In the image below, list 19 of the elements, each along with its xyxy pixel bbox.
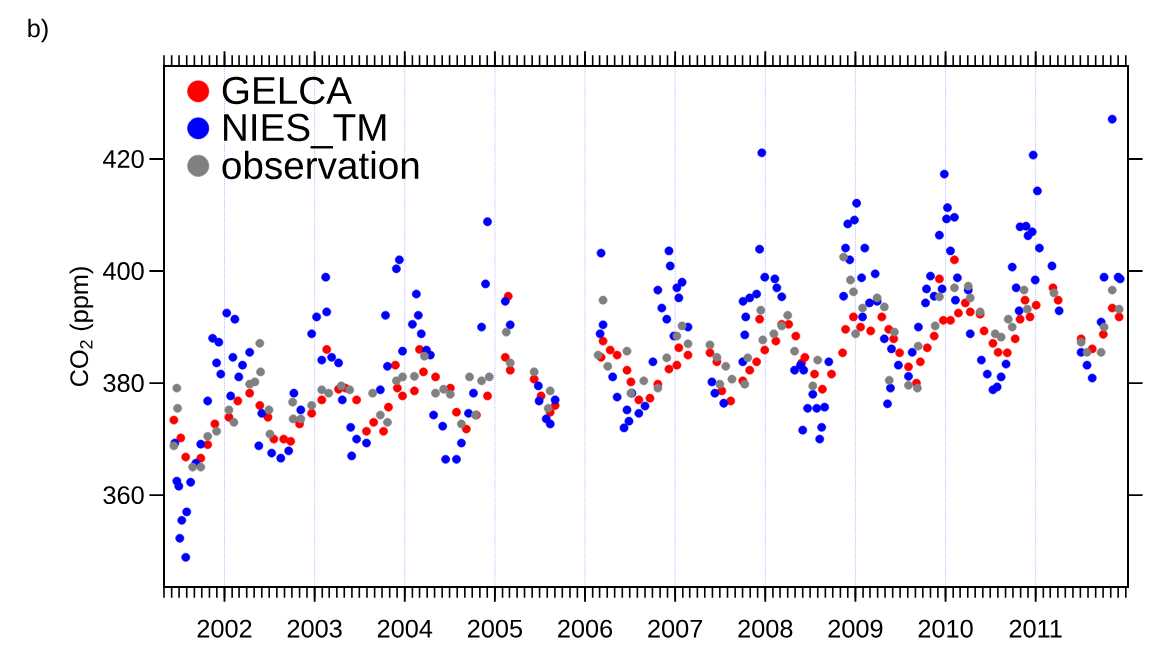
legend-label: NIES_TM <box>224 113 386 149</box>
y-tick-label: 420 <box>103 150 144 168</box>
x-tick-label: 2004 <box>377 619 433 638</box>
x-tick-label: 2006 <box>558 619 613 638</box>
legend-label: GELCA <box>222 76 352 105</box>
x-tick-label: 2008 <box>738 619 793 638</box>
y-tick-label: 360 <box>103 486 144 505</box>
y-tick-label: 380 <box>103 374 144 393</box>
legend-label: observation <box>222 150 419 180</box>
x-tick-label: 2007 <box>648 619 703 638</box>
x-tick-label: 2009 <box>828 619 883 638</box>
x-tick-label: 2005 <box>467 619 522 638</box>
y-tick-label: 400 <box>103 262 144 281</box>
x-tick-label: 2003 <box>287 619 342 638</box>
x-tick-label: 2002 <box>197 619 252 638</box>
text: b) <box>28 18 48 43</box>
x-tick-label: 2010 <box>918 619 973 638</box>
x-tick-label: 2011 <box>1009 619 1062 638</box>
y-axis-title: CO$_{2}$ (ppm) <box>69 267 94 387</box>
